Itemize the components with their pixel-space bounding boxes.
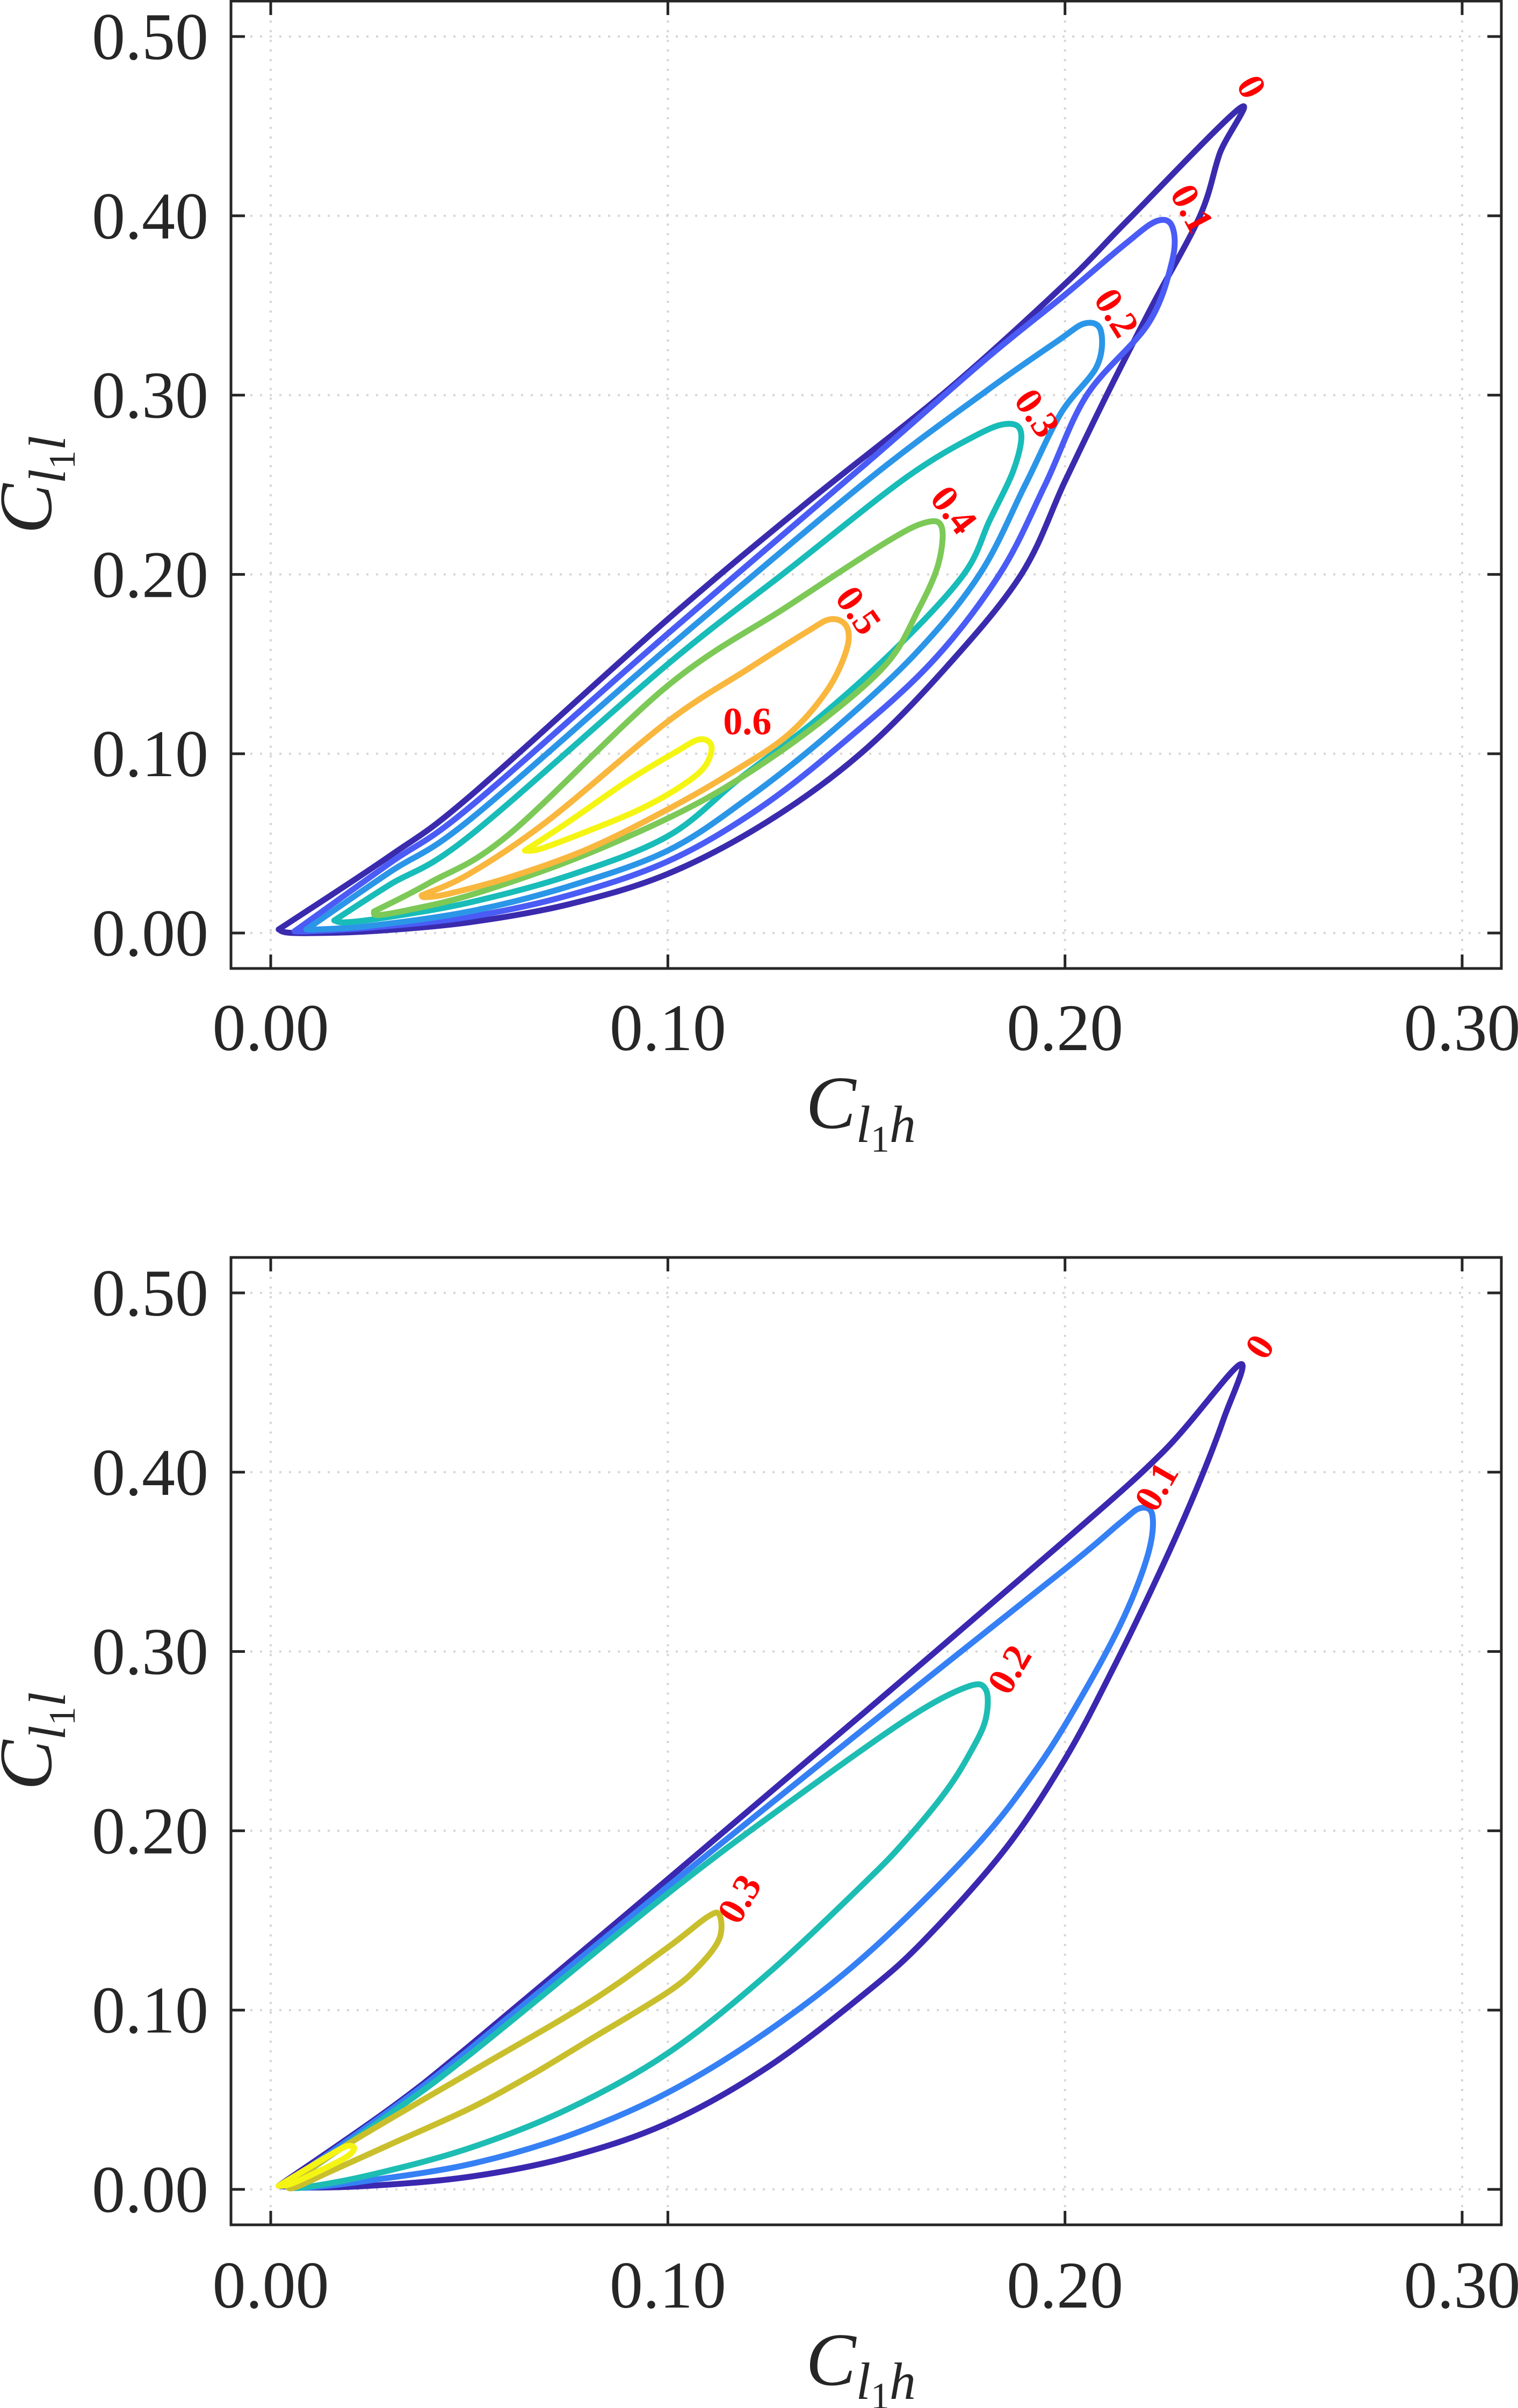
x-axis-title-subsub: 1 (871, 1119, 890, 1160)
contour-label: 0 (1228, 68, 1275, 105)
x-tick-label: 0.20 (1007, 991, 1123, 1065)
x-axis-title-sub: l (856, 1096, 871, 1154)
y-tick-label: 0.40 (92, 179, 208, 253)
grid (231, 1257, 1501, 2225)
contour-label: 0.3 (1006, 381, 1069, 445)
y-axis-title: Cl1l (0, 1692, 83, 1790)
x-tick-label: 0.30 (1404, 2248, 1518, 2322)
y-tick-label: 0.00 (92, 2153, 208, 2226)
y-tick-label: 0.20 (92, 1794, 208, 1868)
y-tick-label: 0.10 (92, 717, 208, 791)
x-tick-label: 0.30 (1404, 991, 1518, 1065)
y-axis-title-group: Cl1l (0, 1692, 83, 1790)
x-tick-label: 0.00 (213, 991, 329, 1065)
contour-level-0-5 (418, 616, 852, 900)
top-contour-panel: 00.10.20.30.40.50.60.00 0.10 0.20 0.300.000… (0, 0, 1518, 1160)
contour-level-0-3 (284, 1910, 725, 2192)
x-axis-title-subsub: 1 (871, 2376, 890, 2408)
y-tick-label: 0.40 (92, 1436, 208, 1509)
ticks (231, 1257, 1501, 2225)
y-axis-title: Cl1l (0, 436, 83, 534)
y-tick-label: 0.50 (92, 1256, 208, 1330)
y-axis-title-subsub: 1 (42, 450, 83, 469)
contour-label: 0.5 (827, 578, 890, 642)
contour-lines (276, 103, 1247, 936)
x-axis-title-main: C (806, 1061, 857, 1145)
contour-level-0-4 (371, 518, 946, 919)
axes-box (229, 1256, 1503, 2226)
x-axis-title-sub: l (856, 2353, 871, 2408)
y-tick-label: 0.30 (92, 359, 208, 432)
x-axis-title-tail: h (890, 2353, 916, 2408)
x-axis-title-main: C (806, 2318, 857, 2402)
y-axis-title-sub: l (19, 1725, 77, 1740)
contour-label: 0.3 (709, 1867, 770, 1930)
y-tick-labels: 0.00 0.10 0.20 0.30 0.40 0.50 (92, 1256, 208, 2226)
axes-box (229, 0, 1503, 970)
x-tick-label: 0.10 (610, 2248, 726, 2322)
x-tick-labels: 0.00 0.10 0.20 0.30 (213, 991, 1518, 1065)
contour-label: 0 (1236, 1327, 1283, 1366)
y-axis-title-sub: l (19, 469, 77, 483)
bottom-contour-panel: 00.10.20.30.00 0.10 0.20 0.300.000.100.200.… (0, 1256, 1518, 2408)
contour-level-0-2 (303, 320, 1105, 933)
contour-label: 0.4 (922, 478, 985, 542)
y-axis-title-main: C (0, 483, 68, 534)
y-tick-labels: 0.00 0.10 0.20 0.30 0.40 0.50 (92, 0, 208, 970)
x-tick-label: 0.10 (610, 991, 726, 1065)
x-tick-labels: 0.00 0.10 0.20 0.30 (213, 2248, 1518, 2322)
contour-level-0-1 (291, 216, 1178, 935)
contour-level-0-1 (279, 1505, 1156, 2191)
x-axis-title-tail: h (890, 1096, 916, 1154)
contour-level-0-2 (284, 1681, 991, 2192)
x-axis-title: Cl1h (806, 2318, 916, 2408)
y-tick-label: 0.30 (92, 1615, 208, 1689)
contour-level-0-6 (522, 736, 715, 854)
contour-labels: 00.10.20.30.40.50.6 (723, 68, 1275, 743)
y-tick-label: 0.50 (92, 0, 208, 74)
y-axis-title-subsub: 1 (42, 1706, 83, 1725)
contour-level-0 (276, 1361, 1246, 2191)
x-tick-label: 0.00 (213, 2248, 329, 2322)
x-axis-title: Cl1h (806, 1061, 916, 1160)
contour-label: 0.6 (723, 700, 771, 743)
ticks (231, 1, 1501, 968)
y-axis-title-main: C (0, 1739, 68, 1790)
contour-level-0-4 (276, 2143, 357, 2189)
y-axis-title-tail: l (19, 436, 77, 450)
y-axis-title-tail: l (19, 1692, 77, 1706)
y-axis-title-group: Cl1l (0, 436, 83, 534)
x-tick-label: 0.20 (1007, 2248, 1123, 2322)
y-tick-label: 0.20 (92, 538, 208, 611)
contour-lines (276, 1361, 1246, 2192)
contour-level-0-3 (331, 421, 1024, 925)
y-tick-label: 0.00 (92, 896, 208, 970)
y-tick-label: 0.10 (92, 1973, 208, 2047)
